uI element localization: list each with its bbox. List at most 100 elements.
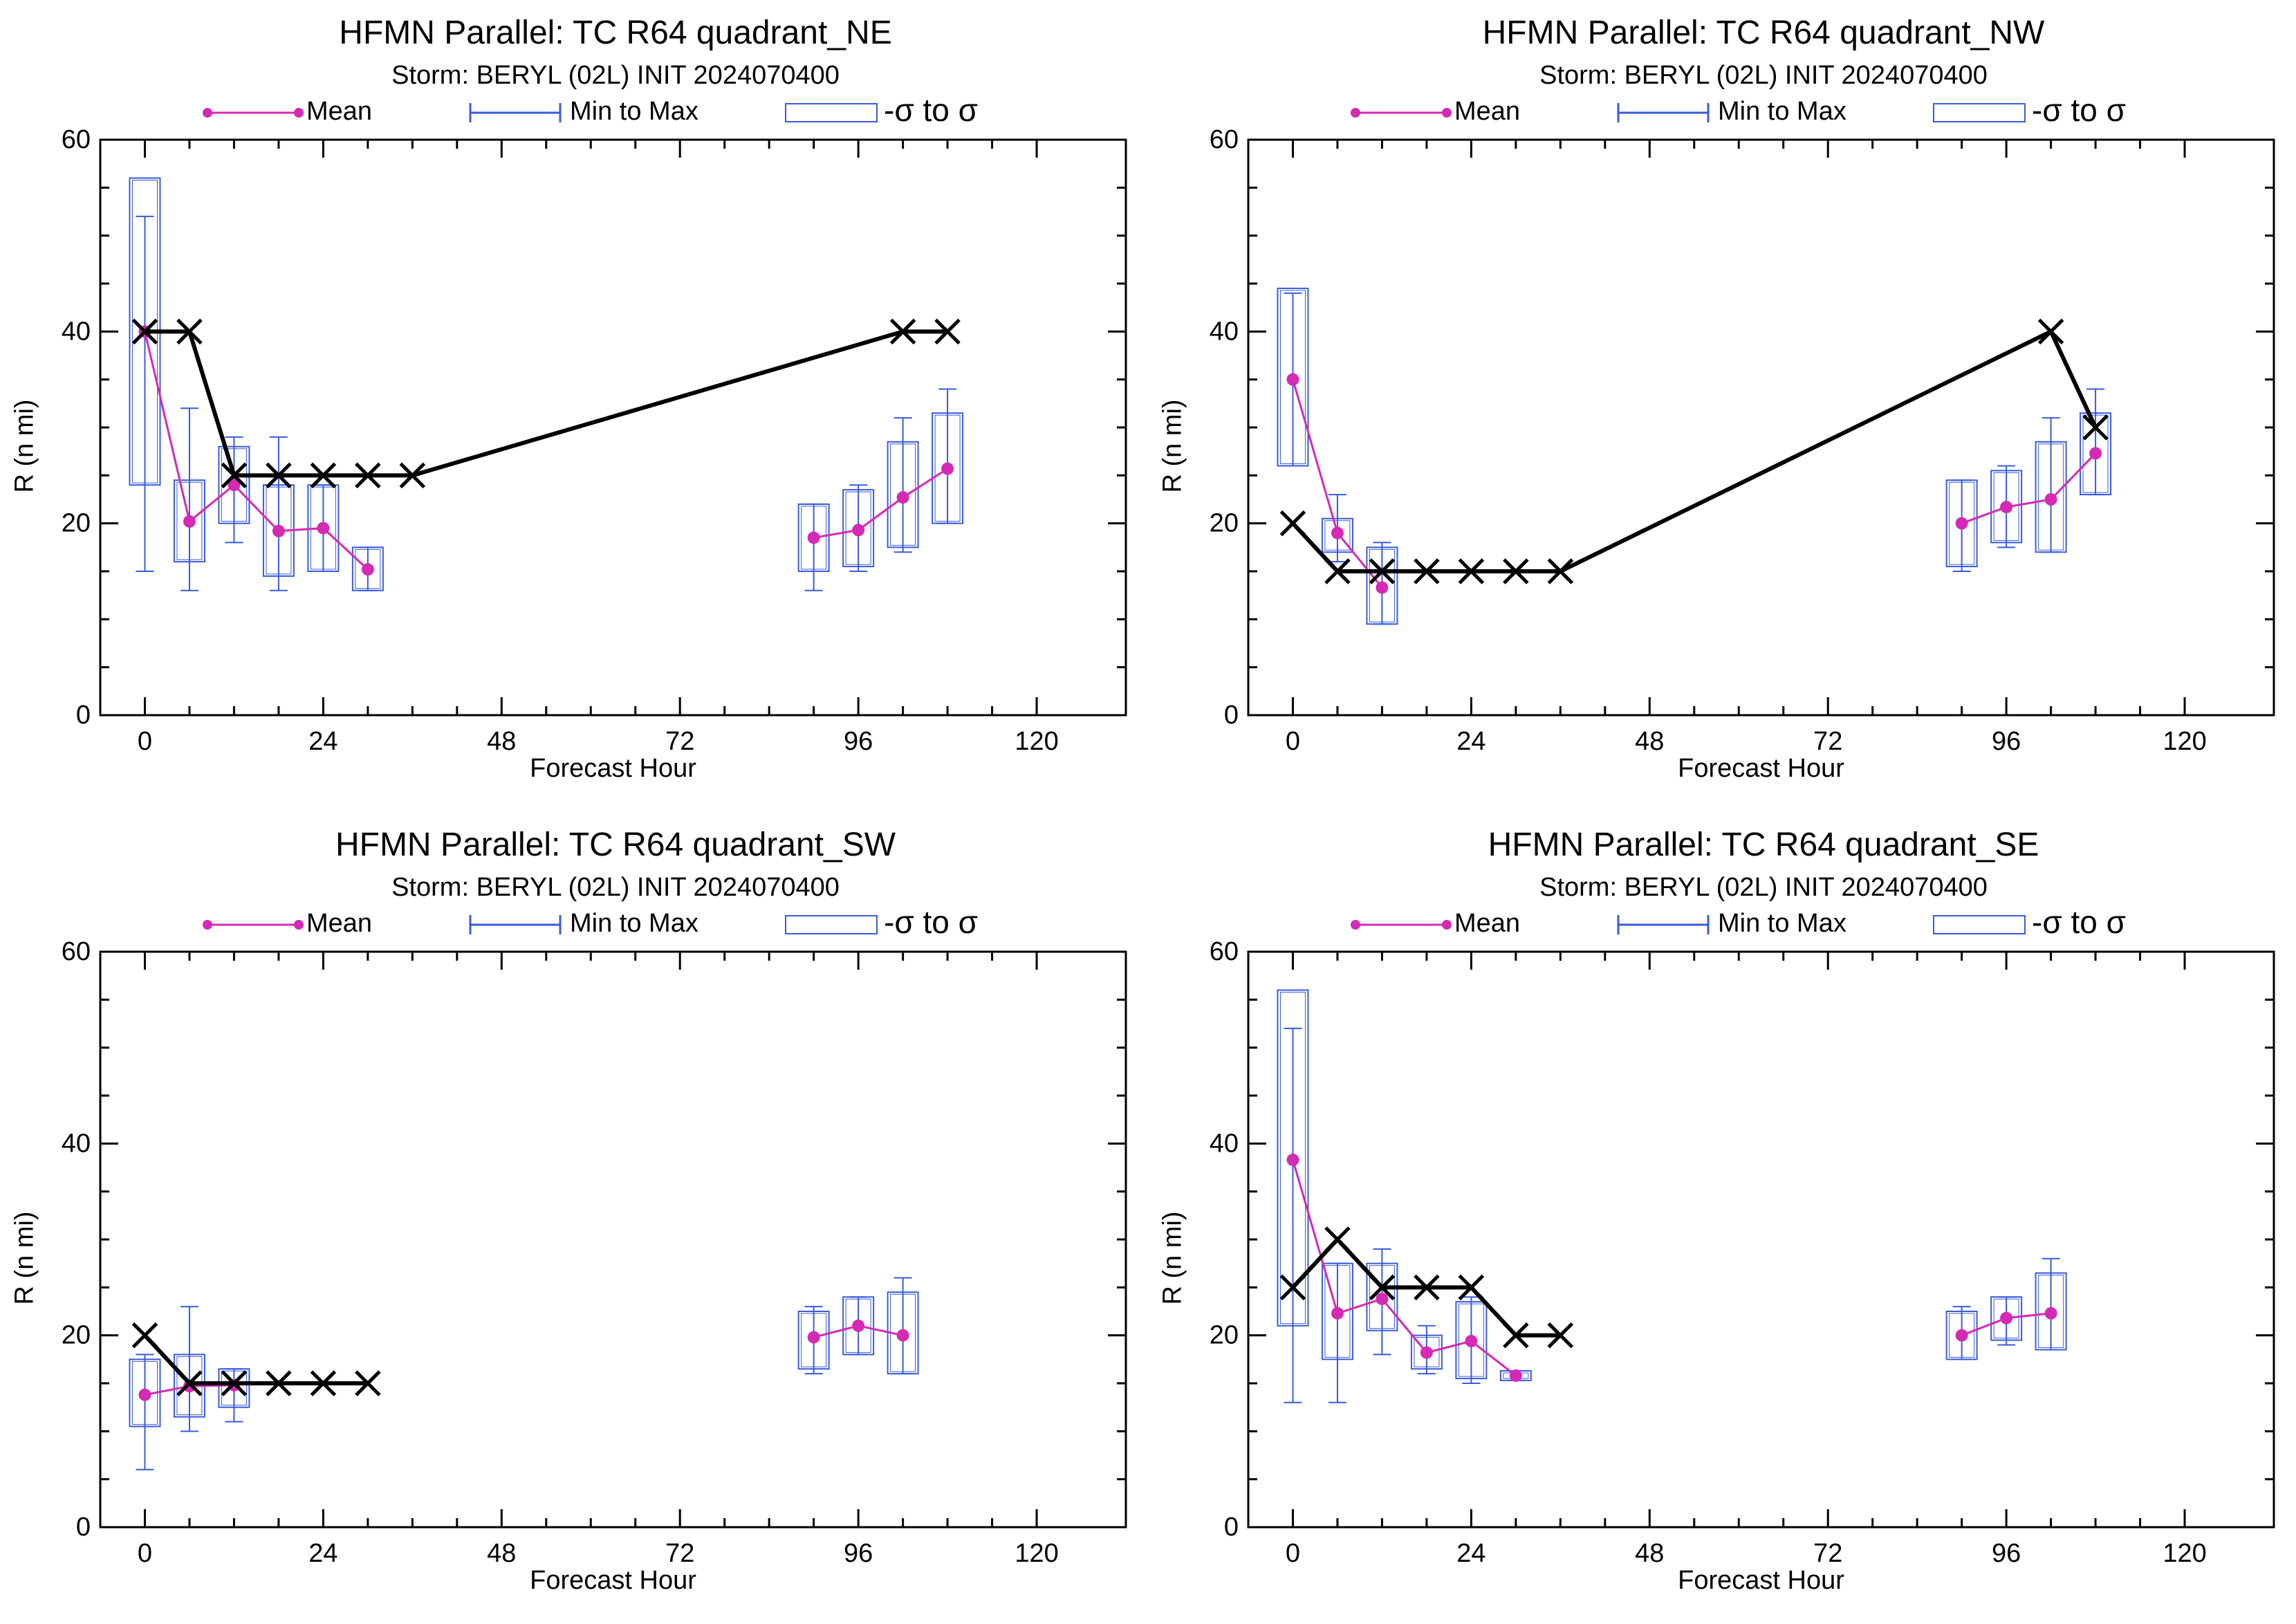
chart-title: HFMN Parallel: TC R64 quadrant_SE (1488, 827, 2039, 863)
x-tick-label: 0 (1286, 1539, 1300, 1568)
best-track-marker (1369, 558, 1396, 584)
mean-point (1331, 1307, 1344, 1320)
best-track-marker (1547, 558, 1574, 584)
best-track-marker (1324, 1226, 1351, 1253)
chart-svg: 0 24 48 72 96 120 0 20 40 60 (62, 915, 1127, 1568)
plot-frame (99, 138, 1127, 717)
legend-mean-marker (294, 108, 304, 118)
x-tick-label: 72 (1813, 1539, 1842, 1568)
mean-point (1955, 1329, 1968, 1342)
mean-point (1955, 517, 1968, 530)
ticks (100, 950, 1126, 1529)
box-group (887, 417, 919, 553)
ticks (100, 138, 1126, 717)
mean-point (1286, 1153, 1299, 1166)
x-tick-label: 96 (844, 727, 873, 756)
y-axis-label: R (n mi) (10, 399, 39, 493)
x-stroke (1324, 1226, 1351, 1253)
best-track-marker (310, 1370, 337, 1396)
best-track-marker (1324, 558, 1351, 584)
ticks (1248, 138, 2274, 717)
x-tick-label: 120 (1015, 1539, 1058, 1568)
best-track-marker (131, 1322, 158, 1349)
legend-sigma-box (785, 103, 878, 122)
y-tick-label: 20 (62, 1321, 91, 1350)
box-group (1321, 1262, 1353, 1403)
chart-svg: 0 24 48 72 96 120 0 20 40 60 (1210, 915, 2275, 1568)
box-group (262, 436, 295, 591)
best-track-marker (176, 318, 203, 345)
x-stroke (266, 1370, 292, 1396)
x-tick-label: 96 (844, 1539, 873, 1568)
x-tick-label: 72 (665, 727, 694, 756)
best-track-marker (399, 462, 426, 489)
legend-sigma-label: -σ to σ (884, 92, 979, 128)
x-stroke (1324, 558, 1351, 584)
box-group (2035, 417, 2067, 553)
best-track-marker (2037, 318, 2064, 345)
box-group (1945, 1306, 1978, 1360)
legend-minmax-label: Min to Max (1718, 97, 1846, 126)
mean-point (1331, 526, 1344, 539)
mean-point (138, 1388, 151, 1401)
box-group (351, 546, 384, 591)
x-tick-label: 0 (138, 1539, 152, 1568)
best-track-marker (1369, 1274, 1396, 1301)
y-tick-label: 40 (1210, 317, 1239, 346)
x-stroke (1414, 1274, 1440, 1301)
chart-subtitle: Storm: BERYL (02L) INIT 2024070400 (1539, 873, 1988, 902)
x-stroke (1503, 1322, 1529, 1349)
x-tick-label: 48 (1635, 1539, 1664, 1568)
mean-point (1376, 581, 1389, 594)
legend-mean-label: Mean (1454, 909, 1521, 938)
x-stroke (1369, 1274, 1396, 1301)
mean-point (807, 531, 820, 544)
mean-point (1465, 1334, 1478, 1347)
legend-mean-marker (1442, 108, 1452, 118)
x-tick-label: 0 (138, 727, 152, 756)
mean-point (852, 524, 865, 537)
x-stroke (1547, 1322, 1574, 1349)
x-stroke (1279, 1274, 1306, 1301)
best-track-marker (355, 1370, 381, 1396)
best-track-marker (2082, 414, 2109, 441)
chart-subtitle: Storm: BERYL (02L) INIT 2024070400 (391, 873, 840, 902)
x-stroke (221, 1370, 248, 1396)
box-group (887, 1277, 919, 1375)
y-tick-label: 40 (62, 317, 91, 346)
x-tick-label: 48 (487, 727, 516, 756)
x-axis-label: Forecast Hour (1678, 754, 1844, 783)
box-group (797, 503, 830, 591)
mean-point (272, 524, 285, 537)
best-track-marker (310, 462, 337, 489)
legend-minmax-label: Min to Max (570, 97, 698, 126)
x-tick-label: 24 (1456, 1539, 1485, 1568)
x-stroke (355, 1370, 381, 1396)
ticks (1248, 950, 2274, 1529)
y-axis-label: R (n mi) (1158, 1211, 1187, 1305)
panel-se: HFMN Parallel: TC R64 quadrant_SE Storm: … (1148, 812, 2296, 1624)
y-tick-label: 20 (1210, 1321, 1239, 1350)
x-tick-label: 96 (1992, 727, 2021, 756)
mean-line (1961, 452, 2097, 525)
mean-point (2044, 493, 2057, 506)
legend-sigma-label: -σ to σ (2032, 904, 2127, 940)
legend-mean-label: Mean (1454, 97, 1521, 126)
x-stroke (310, 462, 337, 489)
x-stroke (934, 318, 961, 345)
mean-point (1286, 373, 1299, 386)
best-track-marker (266, 462, 292, 489)
x-stroke (1279, 510, 1306, 537)
x-tick-label: 120 (1015, 727, 1058, 756)
legend-mean-marker (294, 920, 304, 930)
best-track-line (1291, 329, 2098, 573)
legend-mean-marker (1351, 920, 1360, 930)
panel-nw: HFMN Parallel: TC R64 quadrant_NW Storm: … (1148, 0, 2296, 812)
mean-point (183, 515, 196, 528)
x-stroke (176, 318, 203, 345)
box-group (1277, 989, 1309, 1403)
y-tick-label: 0 (76, 1513, 91, 1542)
x-tick-label: 24 (308, 1539, 337, 1568)
chart-subtitle: Storm: BERYL (02L) INIT 2024070400 (1539, 61, 1988, 90)
best-track-marker (355, 462, 381, 489)
